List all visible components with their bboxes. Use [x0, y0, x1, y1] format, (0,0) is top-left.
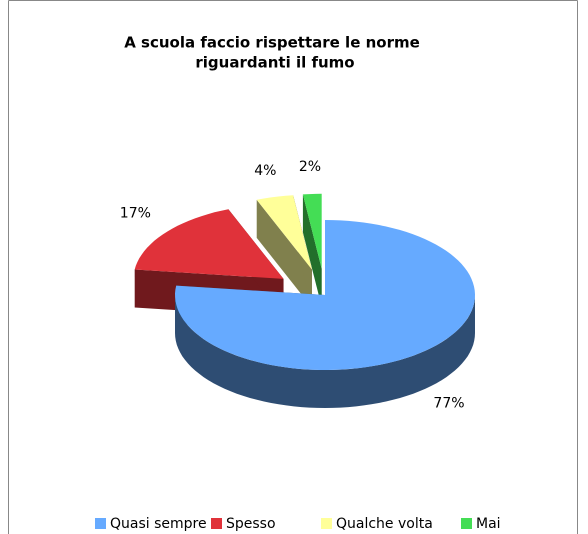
slice	[134, 209, 284, 279]
data-label: 2%	[299, 159, 321, 175]
legend-swatch	[461, 518, 472, 529]
slice	[175, 220, 475, 370]
data-label: 17%	[120, 205, 151, 221]
slice-wall	[175, 295, 475, 408]
legend-label: Spesso	[226, 516, 276, 532]
slice	[302, 193, 322, 269]
legend-label: Quasi sempre	[110, 516, 207, 532]
legend-label: Qualche volta	[336, 516, 433, 532]
data-label: 77%	[433, 395, 464, 411]
slice	[256, 195, 312, 270]
legend-swatch	[95, 518, 106, 529]
chart-title: A scuola faccio rispettare le norme	[124, 34, 420, 52]
slice-side	[256, 199, 312, 308]
legend-swatch	[321, 518, 332, 529]
legend-swatch	[211, 518, 222, 529]
legend-label: Mai	[476, 516, 501, 532]
slice-side	[302, 194, 322, 307]
chart-title: riguardanti il fumo	[195, 54, 354, 72]
data-label: 4%	[254, 163, 276, 179]
